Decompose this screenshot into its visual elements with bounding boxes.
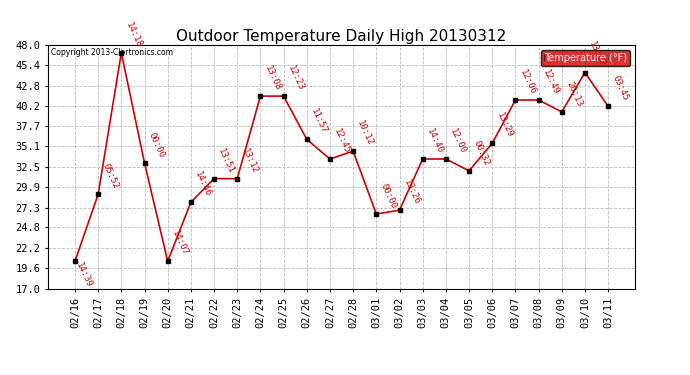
Text: 12:23: 12:23 <box>286 64 306 92</box>
Text: 05:52: 05:52 <box>101 162 120 190</box>
Text: 14:46: 14:46 <box>193 170 213 198</box>
Text: 12:45: 12:45 <box>333 127 352 155</box>
Text: 14:40: 14:40 <box>425 127 444 155</box>
Text: 14:18: 14:18 <box>124 21 143 49</box>
Text: 14:39: 14:39 <box>74 261 93 289</box>
Text: 13:51: 13:51 <box>217 147 236 175</box>
Text: 11:57: 11:57 <box>309 107 328 135</box>
Text: 00:00: 00:00 <box>379 182 398 210</box>
Text: 00:32: 00:32 <box>471 139 491 167</box>
Text: 12:00: 12:00 <box>448 127 468 155</box>
Text: 10:12: 10:12 <box>355 119 375 147</box>
Text: 14:07: 14:07 <box>170 229 190 257</box>
Text: Copyright 2013-Clortronics.com: Copyright 2013-Clortronics.com <box>51 48 173 57</box>
Title: Outdoor Temperature Daily High 20130312: Outdoor Temperature Daily High 20130312 <box>177 29 506 44</box>
Text: 12:49: 12:49 <box>541 68 560 96</box>
Text: 12:06: 12:06 <box>518 68 538 96</box>
Text: 20:13: 20:13 <box>564 80 584 108</box>
Text: 13:08: 13:08 <box>263 64 282 92</box>
Text: 00:00: 00:00 <box>147 131 166 159</box>
Text: 13:29: 13:29 <box>495 111 514 140</box>
Text: 13:07: 13:07 <box>587 40 607 69</box>
Text: 13:26: 13:26 <box>402 178 422 206</box>
Legend: Temperature (°F): Temperature (°F) <box>541 50 630 66</box>
Text: 03:45: 03:45 <box>611 74 630 102</box>
Text: 13:12: 13:12 <box>239 147 259 175</box>
